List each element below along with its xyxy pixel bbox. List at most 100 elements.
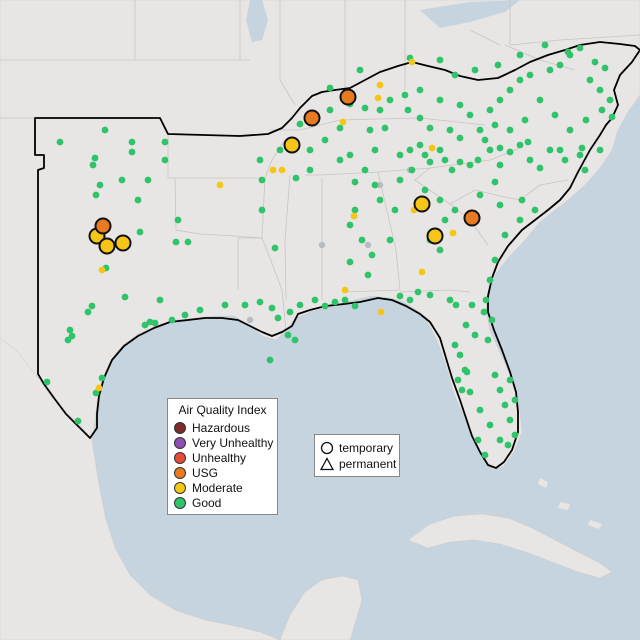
- monitor-point-good[interactable]: [491, 371, 499, 379]
- monitor-point-good[interactable]: [451, 206, 459, 214]
- monitor-point-good[interactable]: [451, 341, 459, 349]
- monitor-point-good[interactable]: [506, 148, 514, 156]
- monitor-point-good[interactable]: [551, 111, 559, 119]
- monitor-point-good[interactable]: [474, 156, 482, 164]
- monitor-point-good[interactable]: [141, 321, 149, 329]
- monitor-point-moderate[interactable]: [418, 268, 426, 276]
- monitor-point-good[interactable]: [381, 124, 389, 132]
- monitor-point-good[interactable]: [501, 231, 509, 239]
- monitor-point-good[interactable]: [371, 181, 379, 189]
- monitor-point-good[interactable]: [506, 86, 514, 94]
- monitor-point-good[interactable]: [291, 336, 299, 344]
- monitor-point-good[interactable]: [496, 96, 504, 104]
- monitor-point-good[interactable]: [416, 141, 424, 149]
- monitor-point-good[interactable]: [196, 306, 204, 314]
- monitor-point-good[interactable]: [496, 436, 504, 444]
- monitor-point-good[interactable]: [486, 106, 494, 114]
- monitor-point-good[interactable]: [566, 126, 574, 134]
- monitor-point-good[interactable]: [306, 166, 314, 174]
- monitor-point-good[interactable]: [456, 351, 464, 359]
- monitor-point-good[interactable]: [516, 141, 524, 149]
- monitor-point-good[interactable]: [436, 96, 444, 104]
- monitor-point-good[interactable]: [564, 48, 572, 56]
- monitor-point-good[interactable]: [596, 86, 604, 94]
- monitor-point-moderate-temporary[interactable]: [426, 227, 444, 245]
- monitor-point-good[interactable]: [386, 236, 394, 244]
- monitor-point-good[interactable]: [91, 154, 99, 162]
- monitor-point-good[interactable]: [416, 114, 424, 122]
- monitor-point-usg-temporary[interactable]: [463, 209, 481, 227]
- monitor-point-good[interactable]: [361, 104, 369, 112]
- monitor-point-good[interactable]: [576, 44, 584, 52]
- monitor-point-good[interactable]: [506, 126, 514, 134]
- monitor-point-good[interactable]: [501, 401, 509, 409]
- monitor-point-good[interactable]: [351, 206, 359, 214]
- monitor-point-moderate[interactable]: [350, 212, 358, 220]
- monitor-point-good[interactable]: [526, 156, 534, 164]
- monitor-point-good[interactable]: [364, 271, 372, 279]
- monitor-point-good[interactable]: [292, 174, 300, 182]
- monitor-point-good[interactable]: [441, 216, 449, 224]
- monitor-point-good[interactable]: [476, 126, 484, 134]
- monitor-point-good[interactable]: [456, 101, 464, 109]
- monitor-point-good[interactable]: [488, 316, 496, 324]
- monitor-point-good[interactable]: [258, 176, 266, 184]
- monitor-point-good[interactable]: [92, 191, 100, 199]
- monitor-point-good[interactable]: [451, 71, 459, 79]
- monitor-point-good[interactable]: [371, 146, 379, 154]
- monitor-point-good[interactable]: [358, 236, 366, 244]
- monitor-point-good[interactable]: [346, 221, 354, 229]
- monitor-point-good[interactable]: [151, 319, 159, 327]
- monitor-point-good[interactable]: [452, 301, 460, 309]
- monitor-point-good[interactable]: [101, 126, 109, 134]
- monitor-point-good[interactable]: [128, 138, 136, 146]
- monitor-point-good[interactable]: [404, 106, 412, 114]
- monitor-point-good[interactable]: [541, 41, 549, 49]
- monitor-point-good[interactable]: [241, 301, 249, 309]
- monitor-point-good[interactable]: [406, 146, 414, 154]
- monitor-point-good[interactable]: [436, 196, 444, 204]
- monitor-point-good[interactable]: [351, 302, 359, 310]
- monitor-point-good[interactable]: [336, 124, 344, 132]
- monitor-point-good[interactable]: [256, 156, 264, 164]
- monitor-point-good[interactable]: [456, 134, 464, 142]
- monitor-point-moderate-temporary[interactable]: [98, 237, 116, 255]
- monitor-point-good[interactable]: [161, 138, 169, 146]
- monitor-point-good[interactable]: [546, 66, 554, 74]
- monitor-point-good[interactable]: [356, 66, 364, 74]
- monitor-point-good[interactable]: [491, 178, 499, 186]
- monitor-point-good[interactable]: [516, 51, 524, 59]
- monitor-point-good[interactable]: [466, 388, 474, 396]
- monitor-point-good[interactable]: [436, 246, 444, 254]
- monitor-point-good[interactable]: [581, 166, 589, 174]
- monitor-point-good[interactable]: [274, 314, 282, 322]
- monitor-point-good[interactable]: [496, 386, 504, 394]
- monitor-points[interactable]: [43, 41, 616, 459]
- monitor-point-good[interactable]: [331, 298, 339, 306]
- monitor-point-good[interactable]: [341, 296, 349, 304]
- monitor-point-good[interactable]: [321, 136, 329, 144]
- monitor-point-good[interactable]: [471, 331, 479, 339]
- monitor-point-good[interactable]: [511, 431, 519, 439]
- monitor-point-usg-temporary[interactable]: [339, 88, 357, 106]
- monitor-point-good[interactable]: [482, 296, 490, 304]
- monitor-point-moderate[interactable]: [339, 118, 347, 126]
- monitor-point-good[interactable]: [441, 156, 449, 164]
- monitor-point-good[interactable]: [471, 66, 479, 74]
- monitor-point-good[interactable]: [596, 146, 604, 154]
- monitor-point-moderate[interactable]: [269, 166, 277, 174]
- monitor-point-moderate[interactable]: [428, 144, 436, 152]
- monitor-point-good[interactable]: [386, 96, 394, 104]
- monitor-point-good[interactable]: [448, 166, 456, 174]
- monitor-point-good[interactable]: [311, 296, 319, 304]
- monitor-point-good[interactable]: [172, 238, 180, 246]
- monitor-point-good[interactable]: [416, 86, 424, 94]
- monitor-point-moderate-temporary[interactable]: [413, 195, 431, 213]
- monitor-point-good[interactable]: [486, 421, 494, 429]
- monitor-point-good[interactable]: [128, 148, 136, 156]
- monitor-point-good[interactable]: [346, 258, 354, 266]
- monitor-point-good[interactable]: [296, 301, 304, 309]
- monitor-point-good[interactable]: [546, 146, 554, 154]
- monitor-point-good[interactable]: [426, 158, 434, 166]
- monitor-point-good[interactable]: [496, 201, 504, 209]
